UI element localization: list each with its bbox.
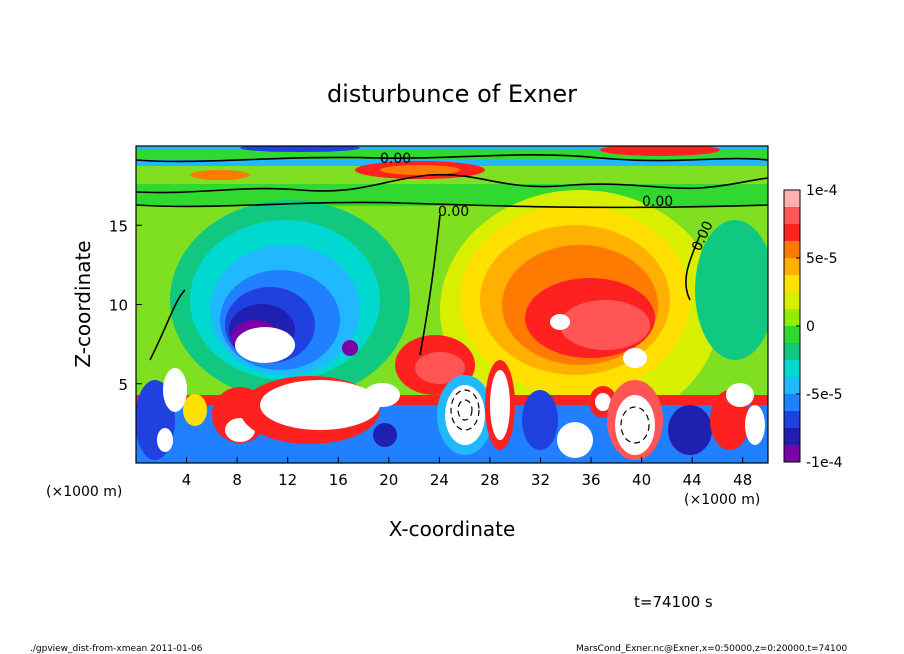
y-axis-label: Z-coordinate [71,240,95,367]
x-tick-label: 24 [430,471,449,489]
contour-lines [136,154,768,361]
colorbar-swatch [784,207,800,225]
x-axis-label: X-coordinate [389,517,516,541]
heatmap-plot-area: 0.00 0.00 0.00 0.00 [135,145,769,464]
x-tick-label: 28 [480,471,499,489]
x-axis-unit-right: (×1000 m) [684,492,760,508]
x-tick-label: 16 [329,471,348,489]
x-axis-ticks: 4 8 12 16 20 24 28 32 36 40 44 48 [182,457,752,489]
x-tick-label: 20 [379,471,398,489]
y-tick-label: 15 [109,217,128,235]
negative-contours [450,389,650,444]
heatmap-field [136,146,768,463]
colorbar-swatch [784,394,800,412]
x-axis-unit-left: (×1000 m) [46,484,122,500]
colorbar-swatch [784,360,800,378]
colorbar-swatch [784,224,800,242]
chart-title: disturbunce of Exner [327,80,577,108]
x-tick-label: 32 [531,471,550,489]
colorbar-swatch [784,445,800,463]
contour-label-1: 0.00 [380,151,411,167]
x-tick-label: 48 [733,471,752,489]
x-tick-label: 4 [182,471,192,489]
y-axis-ticks: 5 10 15 [109,217,142,394]
x-tick-label: 36 [581,471,600,489]
colorbar-swatch [784,275,800,293]
y-tick-label: 5 [118,376,128,394]
colorbar-swatch [784,343,800,361]
x-tick-label: 8 [232,471,242,489]
x-tick-label: 44 [683,471,702,489]
colorbar-labels: 1e-4 5e-5 0 -5e-5 -1e-4 [796,183,843,471]
colorbar-swatch [784,326,800,344]
colorbar-label: 0 [806,319,815,335]
colorbar-swatch [784,411,800,429]
colorbar-swatch [784,428,800,446]
colorbar-swatch [784,241,800,259]
y-tick-label: 10 [109,297,128,315]
colorbar-swatch [784,292,800,310]
colorbar [783,189,801,463]
colorbar-label: 1e-4 [806,183,838,199]
x-tick-label: 40 [632,471,651,489]
colorbar-swatch [784,309,800,327]
colorbar-swatch [784,258,800,276]
contour-label-3: 0.00 [642,194,673,210]
time-label: t=74100 s [634,593,713,611]
footer-left: ./gpview_dist-from-xmean 2011-01-06 [30,644,203,654]
colorbar-swatch [784,190,800,208]
colorbar-label: 5e-5 [806,251,837,267]
colorbar-label: -1e-4 [806,455,843,471]
contour-label-2: 0.00 [438,204,469,220]
footer-right: MarsCond_Exner.nc@Exner,x=0:50000,z=0:20… [576,644,847,654]
x-tick-label: 12 [278,471,297,489]
colorbar-swatch [784,377,800,395]
colorbar-label: -5e-5 [806,387,843,403]
